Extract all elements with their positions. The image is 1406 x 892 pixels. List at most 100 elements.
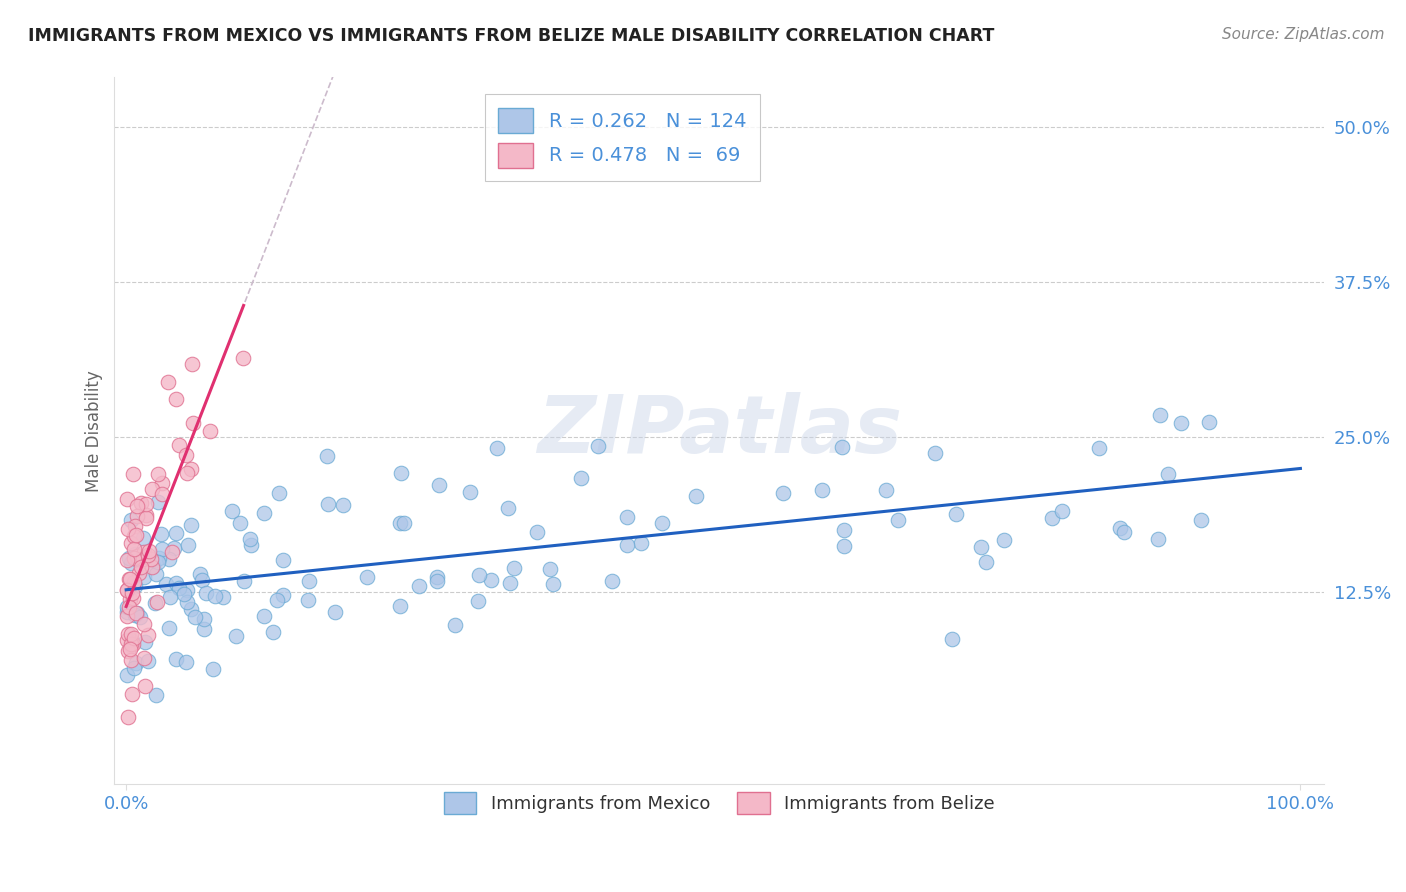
Point (180, 602, 202, 616)
Point (875, 483, 897, 498)
Point (543, 577, 565, 591)
Point (134, 635, 156, 649)
Point (117, 599, 139, 614)
Point (165, 576, 187, 591)
Point (1112, 524, 1135, 539)
Point (298, 574, 321, 588)
Point (391, 466, 413, 480)
Point (173, 587, 195, 601)
Point (211, 590, 233, 604)
Point (180, 518, 202, 533)
Point (204, 589, 226, 603)
Point (616, 538, 638, 552)
Point (831, 440, 853, 454)
Point (160, 545, 183, 559)
Point (127, 499, 149, 513)
Point (132, 531, 155, 545)
Point (129, 610, 152, 624)
Point (122, 529, 145, 543)
Point (120, 627, 142, 641)
Point (146, 495, 169, 509)
Point (266, 592, 288, 607)
Point (146, 595, 169, 609)
Point (202, 662, 225, 676)
Point (169, 438, 191, 452)
Point (117, 522, 139, 536)
Point (1198, 415, 1220, 429)
Point (193, 612, 215, 626)
Point (125, 528, 148, 542)
Point (165, 525, 187, 540)
Point (117, 582, 139, 597)
Point (408, 579, 430, 593)
Point (121, 585, 143, 599)
Point (176, 595, 198, 609)
Point (191, 573, 214, 587)
Point (141, 482, 163, 496)
Point (146, 555, 169, 569)
Point (124, 579, 146, 593)
Point (129, 496, 152, 510)
Point (115, 491, 138, 506)
Y-axis label: Male Disability: Male Disability (86, 370, 103, 491)
Text: IMMIGRANTS FROM MEXICO VS IMMIGRANTS FROM BELIZE MALE DISABILITY CORRELATION CHA: IMMIGRANTS FROM MEXICO VS IMMIGRANTS FRO… (28, 27, 994, 45)
Point (150, 526, 173, 541)
Point (115, 552, 138, 566)
Point (569, 471, 592, 485)
Point (135, 511, 157, 525)
Point (316, 497, 339, 511)
Point (159, 590, 181, 604)
Point (120, 513, 142, 527)
Point (1157, 467, 1180, 481)
Point (316, 450, 339, 464)
Point (134, 679, 156, 693)
Point (188, 566, 211, 581)
Point (124, 606, 146, 620)
Point (388, 599, 411, 613)
Point (135, 508, 157, 523)
Point (132, 651, 155, 665)
Point (118, 572, 141, 586)
Point (356, 570, 378, 584)
Point (427, 477, 450, 491)
Point (297, 593, 319, 607)
Point (239, 532, 262, 546)
Point (176, 582, 198, 597)
Point (143, 596, 166, 610)
Point (1170, 416, 1192, 430)
Point (124, 608, 146, 623)
Point (832, 540, 855, 554)
Point (165, 392, 187, 406)
Point (118, 600, 141, 615)
Point (811, 483, 834, 497)
Point (945, 507, 967, 521)
Point (426, 574, 449, 588)
Point (496, 501, 519, 516)
Point (150, 541, 173, 556)
Point (127, 508, 149, 523)
Point (180, 461, 202, 475)
Point (176, 538, 198, 552)
Point (148, 551, 170, 566)
Point (124, 550, 146, 565)
Point (155, 577, 177, 591)
Point (150, 476, 173, 491)
Point (136, 628, 159, 642)
Point (271, 553, 294, 567)
Point (163, 541, 186, 556)
Point (468, 567, 491, 582)
Point (174, 655, 197, 669)
Point (229, 516, 252, 531)
Point (1052, 504, 1074, 518)
Point (120, 637, 142, 651)
Point (118, 551, 141, 566)
Point (181, 357, 204, 371)
Point (120, 640, 142, 654)
Point (924, 446, 946, 460)
Point (132, 551, 155, 566)
Point (122, 467, 145, 481)
Point (115, 583, 138, 598)
Point (156, 375, 179, 389)
Point (176, 467, 198, 481)
Point (150, 487, 173, 501)
